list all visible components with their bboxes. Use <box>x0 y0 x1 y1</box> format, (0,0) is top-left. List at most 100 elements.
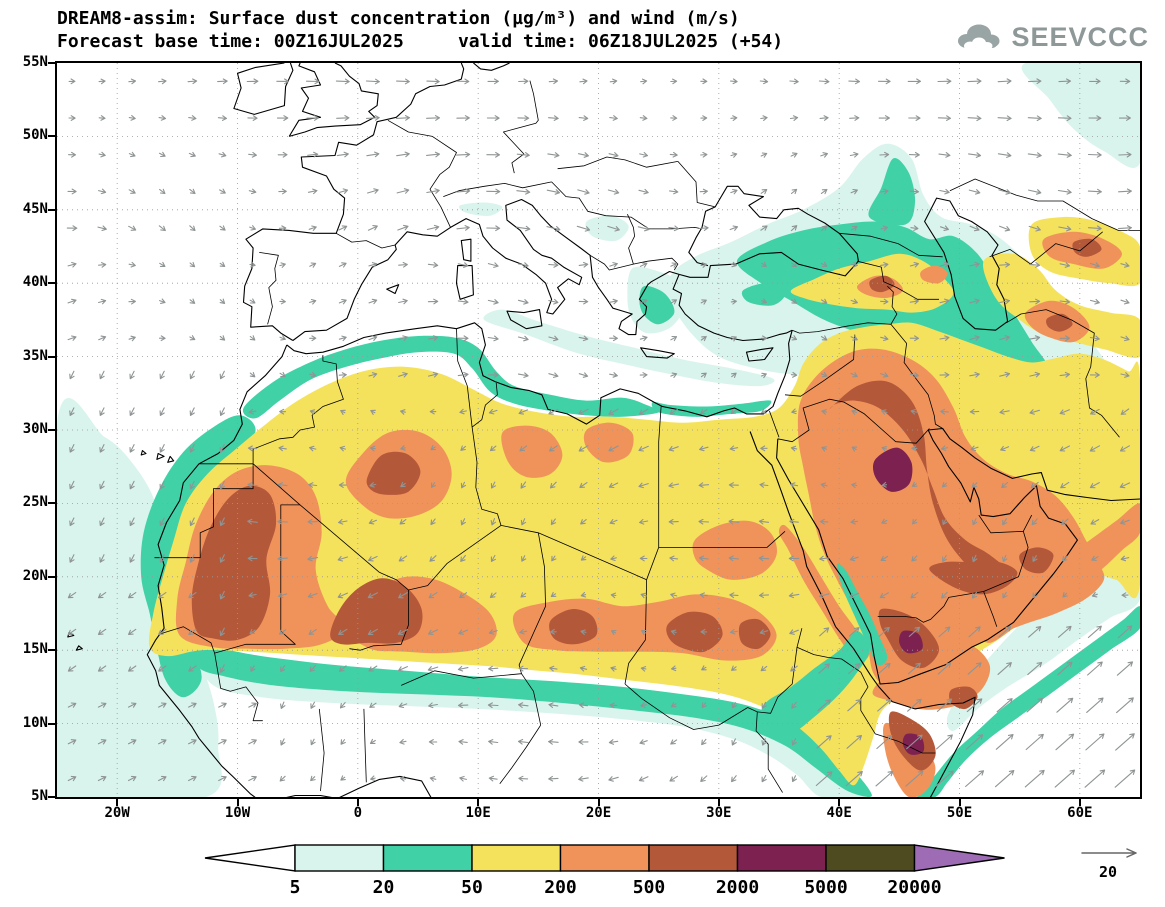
x-axis-label: 10W <box>224 805 251 821</box>
country-border <box>989 231 1103 265</box>
gridlines-layer <box>57 63 1140 797</box>
x-tick-mark <box>958 799 961 806</box>
y-axis-label: 50N <box>22 127 48 144</box>
y-tick-mark <box>48 575 55 578</box>
country-border <box>890 324 943 429</box>
dust-region-central-med-strip <box>483 309 775 387</box>
colorbar-label: 50 <box>461 877 483 898</box>
x-axis-label: 10E <box>465 805 491 821</box>
dust-region-armenia-core <box>869 275 895 293</box>
y-axis-label: 40N <box>22 274 48 291</box>
logo-text: SEEVCCC <box>1011 21 1149 52</box>
dust-region-libya-east <box>583 422 634 463</box>
x-tick-mark <box>597 799 600 806</box>
country-border <box>318 708 325 792</box>
x-tick-mark <box>477 799 480 806</box>
dust-region-north-caucasus-lobe <box>868 158 916 226</box>
x-tick-mark <box>1078 799 1081 806</box>
colorbar-label: 2000 <box>716 877 759 898</box>
chart-subtitle: Forecast base time: 00Z16JUL2025 valid t… <box>57 31 784 52</box>
coastline-balearic <box>386 284 400 295</box>
coastline-ireland <box>233 63 294 115</box>
country-border <box>456 328 502 526</box>
coastline-iran-gulf-makran <box>928 427 1140 502</box>
dust-region-azerbaijan-spot <box>920 265 948 284</box>
dust-region-atlantic-west <box>57 398 222 797</box>
colorbar-segment <box>559 844 650 872</box>
colorbar-segment <box>471 844 562 872</box>
coastline-turkey-south <box>672 274 793 342</box>
colorbar-segment <box>825 844 916 872</box>
x-axis-label: 60E <box>1067 805 1093 821</box>
dust-region-karakum-core <box>1046 313 1073 332</box>
y-tick-mark <box>48 796 55 798</box>
country-border <box>627 214 635 265</box>
y-axis-label: 25N <box>22 494 48 511</box>
dust-region-oman-spot <box>1019 547 1054 574</box>
coastline-black-sea <box>678 185 859 278</box>
country-border <box>658 531 786 548</box>
x-axis-label: 40E <box>826 805 852 821</box>
coastline-canary-3 <box>167 455 175 463</box>
y-axis-label: 20N <box>22 567 48 584</box>
dust-region-libya-west <box>501 425 563 478</box>
coastline-uk-east <box>289 63 379 137</box>
colorbar-segment <box>294 844 385 872</box>
country-border <box>978 514 1033 534</box>
seevccc-logo: SEEVCCC <box>952 20 1149 54</box>
coastline-cyprus <box>745 347 774 362</box>
country-border <box>471 382 498 428</box>
colorbar-label: 200 <box>544 877 577 898</box>
wind-arrows-layer <box>66 78 1136 788</box>
colorbar-segment <box>736 844 827 872</box>
wind-reference-label: 20 <box>1099 863 1117 881</box>
country-border <box>949 178 1140 231</box>
country-border <box>824 334 856 381</box>
country-border <box>551 181 703 230</box>
y-axis-label: 15N <box>22 641 48 658</box>
colorbar-label: 5 <box>290 877 301 898</box>
chart-title: DREAM8-assim: Surface dust concentration… <box>57 8 740 29</box>
colorbar-label: 20 <box>373 877 395 898</box>
country-border <box>499 724 542 785</box>
country-border <box>624 683 758 730</box>
coastline-med-south-levant <box>286 322 793 425</box>
colorbar-over-arrow <box>913 844 1005 872</box>
colorbar-label: 5000 <box>804 877 847 898</box>
x-axis-label: 0 <box>353 805 363 821</box>
dust-region-egypt-coast-strip <box>651 400 772 417</box>
dust-region-chad-core <box>549 609 598 645</box>
country-border <box>214 653 263 722</box>
dust-region-asir-coast <box>836 563 888 666</box>
dust-map <box>57 63 1140 797</box>
coastline-sardinia <box>455 265 474 300</box>
country-border <box>839 232 943 258</box>
coastline-canary-1 <box>140 450 147 456</box>
country-border <box>769 410 780 438</box>
y-axis-label: 35N <box>22 347 48 364</box>
dust-region-mauritania-core <box>191 485 277 641</box>
colorbar-segment <box>648 844 739 872</box>
x-axis-label: 50E <box>946 805 973 821</box>
wind-reference-arrow <box>1081 848 1137 858</box>
coastline-caspian-sea <box>924 197 1009 331</box>
country-border <box>349 590 409 651</box>
y-tick-mark <box>48 208 55 211</box>
dust-region-mali-niger-core <box>330 578 423 645</box>
dust-region-sudan-core-2 <box>738 618 771 650</box>
dust-region-balkan-spot <box>585 215 629 242</box>
country-borders-layer <box>154 80 1140 793</box>
country-border <box>363 708 367 783</box>
country-border <box>633 257 679 271</box>
country-border <box>387 119 457 228</box>
coastline-gulf-of-guinea <box>286 775 432 797</box>
country-border <box>857 260 939 300</box>
country-border <box>646 547 660 580</box>
y-axis-label: 55N <box>22 54 48 70</box>
cloud-icon <box>958 24 1000 51</box>
dust-region-po-valley <box>459 202 503 216</box>
dust-region-sahel-band <box>189 645 872 797</box>
dust-region-yemen-max <box>899 630 923 654</box>
dust-region-saudi-max <box>872 447 913 492</box>
